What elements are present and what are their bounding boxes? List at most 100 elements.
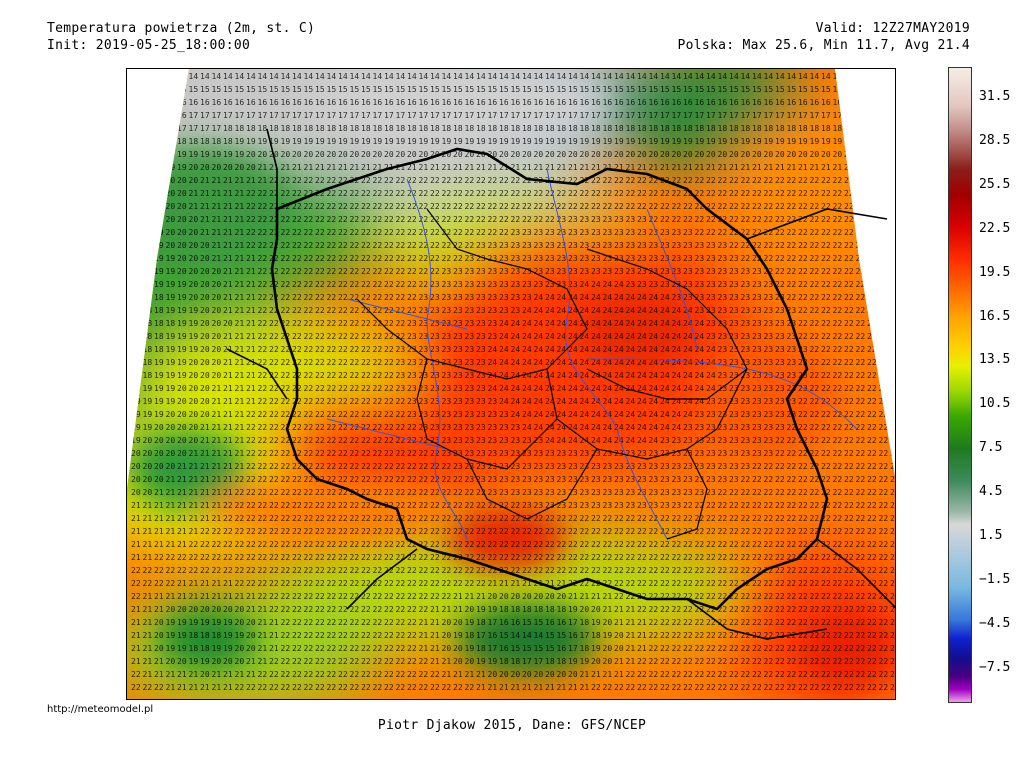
svg-text:23: 23 bbox=[476, 358, 486, 367]
svg-text:22: 22 bbox=[557, 189, 567, 198]
svg-text:19: 19 bbox=[810, 137, 820, 146]
svg-text:24: 24 bbox=[534, 371, 544, 380]
svg-text:22: 22 bbox=[867, 553, 877, 562]
svg-text:22: 22 bbox=[338, 345, 348, 354]
svg-text:17: 17 bbox=[729, 111, 739, 120]
svg-text:22: 22 bbox=[729, 592, 739, 601]
svg-text:22: 22 bbox=[534, 540, 544, 549]
colorbar-label: −4.5 bbox=[979, 615, 1011, 631]
svg-text:22: 22 bbox=[844, 228, 854, 237]
svg-text:18: 18 bbox=[350, 124, 360, 133]
svg-text:21: 21 bbox=[580, 683, 590, 692]
svg-text:20: 20 bbox=[453, 644, 463, 653]
svg-text:22: 22 bbox=[453, 254, 463, 263]
svg-text:20: 20 bbox=[430, 150, 440, 159]
svg-text:17: 17 bbox=[315, 111, 325, 120]
svg-text:22: 22 bbox=[419, 670, 429, 679]
svg-text:24: 24 bbox=[683, 410, 693, 419]
svg-text:21: 21 bbox=[200, 215, 210, 224]
svg-text:21: 21 bbox=[235, 228, 245, 237]
temperature-map[interactable]: 14 14 14 14 14 14 14 14 14 14 14 14 14 14 14 14 14 14 14 14… bbox=[126, 68, 896, 700]
svg-text:22: 22 bbox=[833, 319, 843, 328]
svg-text:22: 22 bbox=[856, 605, 866, 614]
svg-text:22: 22 bbox=[315, 514, 325, 523]
svg-text:24: 24 bbox=[637, 332, 647, 341]
svg-text:23: 23 bbox=[476, 306, 486, 315]
svg-text:22: 22 bbox=[649, 644, 659, 653]
svg-text:22: 22 bbox=[568, 527, 578, 536]
svg-text:19: 19 bbox=[177, 345, 187, 354]
svg-text:22: 22 bbox=[442, 566, 452, 575]
svg-text:22: 22 bbox=[350, 631, 360, 640]
svg-text:20: 20 bbox=[614, 631, 624, 640]
svg-text:19: 19 bbox=[177, 371, 187, 380]
svg-text:22: 22 bbox=[672, 514, 682, 523]
svg-text:17: 17 bbox=[867, 111, 877, 120]
svg-text:23: 23 bbox=[706, 241, 716, 250]
svg-text:22: 22 bbox=[775, 267, 785, 276]
svg-text:23: 23 bbox=[706, 423, 716, 432]
svg-text:24: 24 bbox=[557, 397, 567, 406]
svg-text:20: 20 bbox=[890, 150, 896, 159]
svg-text:22: 22 bbox=[890, 527, 896, 536]
svg-text:16: 16 bbox=[833, 98, 843, 107]
svg-text:22: 22 bbox=[373, 423, 383, 432]
svg-text:22: 22 bbox=[695, 631, 705, 640]
svg-text:22: 22 bbox=[338, 384, 348, 393]
svg-text:22: 22 bbox=[499, 189, 509, 198]
credit-line: Piotr Djakow 2015, Dane: GFS/NCEP bbox=[377, 718, 647, 733]
svg-text:23: 23 bbox=[752, 410, 762, 419]
svg-text:23: 23 bbox=[649, 462, 659, 471]
svg-text:20: 20 bbox=[603, 644, 613, 653]
svg-text:14: 14 bbox=[499, 72, 509, 81]
svg-text:22: 22 bbox=[844, 384, 854, 393]
svg-text:23: 23 bbox=[718, 423, 728, 432]
svg-text:21: 21 bbox=[338, 163, 348, 172]
svg-text:24: 24 bbox=[637, 371, 647, 380]
svg-text:17: 17 bbox=[580, 631, 590, 640]
svg-text:22: 22 bbox=[350, 332, 360, 341]
svg-text:22: 22 bbox=[511, 540, 521, 549]
svg-text:20: 20 bbox=[177, 176, 187, 185]
svg-text:22: 22 bbox=[315, 189, 325, 198]
svg-text:16: 16 bbox=[522, 98, 532, 107]
svg-text:22: 22 bbox=[292, 267, 302, 276]
svg-text:24: 24 bbox=[591, 358, 601, 367]
svg-text:14: 14 bbox=[442, 72, 452, 81]
svg-text:22: 22 bbox=[879, 527, 889, 536]
svg-text:18: 18 bbox=[223, 137, 233, 146]
svg-text:21: 21 bbox=[154, 527, 164, 536]
svg-text:22: 22 bbox=[235, 501, 245, 510]
svg-text:22: 22 bbox=[672, 202, 682, 211]
svg-text:24: 24 bbox=[591, 280, 601, 289]
svg-text:16: 16 bbox=[706, 98, 716, 107]
svg-text:22: 22 bbox=[338, 241, 348, 250]
svg-text:20: 20 bbox=[200, 254, 210, 263]
svg-text:22: 22 bbox=[695, 670, 705, 679]
svg-text:24: 24 bbox=[660, 397, 670, 406]
svg-text:15: 15 bbox=[246, 85, 256, 94]
svg-text:22: 22 bbox=[338, 605, 348, 614]
svg-text:14: 14 bbox=[522, 72, 532, 81]
svg-text:22: 22 bbox=[810, 345, 820, 354]
svg-text:24: 24 bbox=[649, 436, 659, 445]
svg-text:21: 21 bbox=[235, 215, 245, 224]
svg-text:19: 19 bbox=[683, 137, 693, 146]
svg-text:16: 16 bbox=[131, 111, 141, 120]
svg-text:21: 21 bbox=[637, 618, 647, 627]
svg-text:17: 17 bbox=[568, 618, 578, 627]
svg-text:22: 22 bbox=[373, 501, 383, 510]
svg-text:23: 23 bbox=[798, 345, 808, 354]
svg-text:22: 22 bbox=[683, 670, 693, 679]
svg-text:22: 22 bbox=[798, 527, 808, 536]
svg-text:23: 23 bbox=[557, 267, 567, 276]
svg-text:24: 24 bbox=[591, 293, 601, 302]
svg-text:20: 20 bbox=[154, 189, 164, 198]
svg-text:19: 19 bbox=[177, 293, 187, 302]
svg-text:23: 23 bbox=[695, 462, 705, 471]
svg-text:22: 22 bbox=[327, 631, 337, 640]
svg-text:22: 22 bbox=[603, 202, 613, 211]
svg-text:23: 23 bbox=[430, 332, 440, 341]
svg-text:21: 21 bbox=[660, 163, 670, 172]
svg-text:22: 22 bbox=[798, 410, 808, 419]
